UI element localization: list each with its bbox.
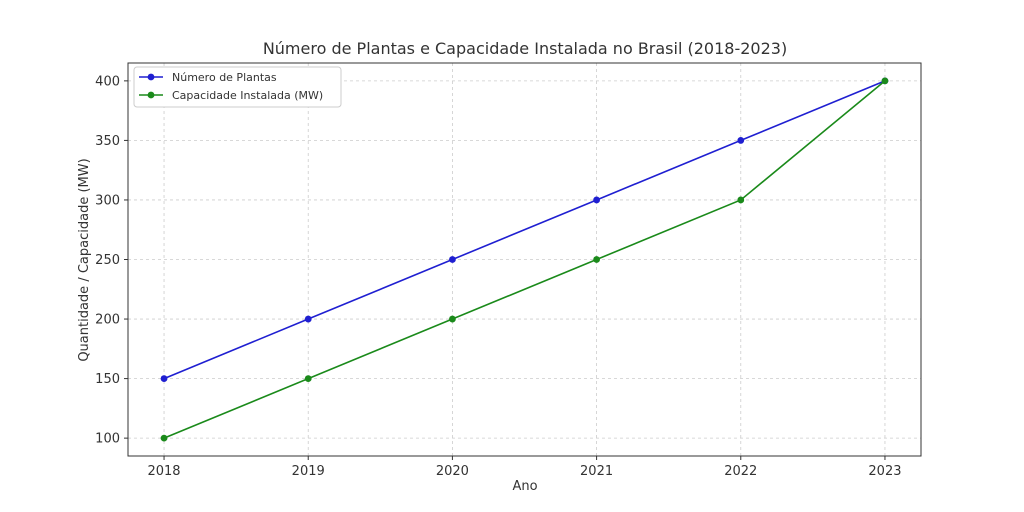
series-line bbox=[163, 80, 886, 380]
data-point bbox=[593, 256, 600, 263]
x-tick-label: 2020 bbox=[436, 464, 469, 479]
data-point bbox=[449, 315, 456, 323]
y-tick-label: 400 bbox=[95, 74, 120, 89]
legend-label: Capacidade Instalada (MW) bbox=[172, 89, 323, 102]
data-point bbox=[304, 315, 312, 323]
legend: Número de Plantas Capacidade Instalada (M… bbox=[133, 66, 342, 108]
y-tick-label: 100 bbox=[95, 432, 120, 447]
legend-item: Número de Plantas bbox=[139, 71, 277, 84]
series-line bbox=[163, 80, 886, 439]
legend-label: Número de Plantas bbox=[172, 71, 277, 84]
legend-item: Capacidade Instalada (MW) bbox=[139, 89, 323, 102]
chart-title: Número de Plantas e Capacidade Instalada… bbox=[263, 39, 787, 58]
x-tick-label: 2018 bbox=[147, 464, 180, 479]
legend-marker bbox=[147, 73, 155, 81]
data-point bbox=[737, 137, 745, 144]
legend-marker bbox=[147, 91, 155, 99]
x-tick-label: 2021 bbox=[580, 464, 613, 479]
series bbox=[160, 77, 889, 442]
data-point bbox=[593, 196, 600, 204]
data-point bbox=[160, 375, 168, 382]
y-tick-label: 300 bbox=[95, 193, 120, 208]
y-tick-label: 150 bbox=[95, 372, 120, 387]
y-tick-label: 200 bbox=[95, 313, 120, 328]
data-point bbox=[304, 375, 312, 382]
legend-box bbox=[133, 66, 342, 108]
y-axis-label: Quantidade / Capacidade (MW) bbox=[77, 158, 92, 361]
x-tick-label: 2022 bbox=[724, 464, 757, 479]
data-point bbox=[737, 196, 745, 204]
data-point bbox=[881, 77, 889, 85]
series-2 bbox=[160, 77, 889, 442]
y-tick-label: 350 bbox=[95, 134, 120, 149]
y-tick-label: 250 bbox=[95, 253, 120, 268]
grid bbox=[128, 63, 921, 456]
y-axis-ticks: 100 150 200 250 300 350 400 bbox=[95, 74, 128, 447]
data-point bbox=[449, 256, 456, 263]
x-tick-label: 2019 bbox=[292, 464, 325, 479]
series-1 bbox=[160, 77, 889, 382]
x-tick-label: 2023 bbox=[868, 464, 901, 479]
data-point bbox=[160, 434, 168, 442]
x-axis-label: Ano bbox=[512, 479, 537, 494]
x-axis-ticks: 2018 2019 2020 2021 2022 2023 bbox=[147, 456, 902, 479]
